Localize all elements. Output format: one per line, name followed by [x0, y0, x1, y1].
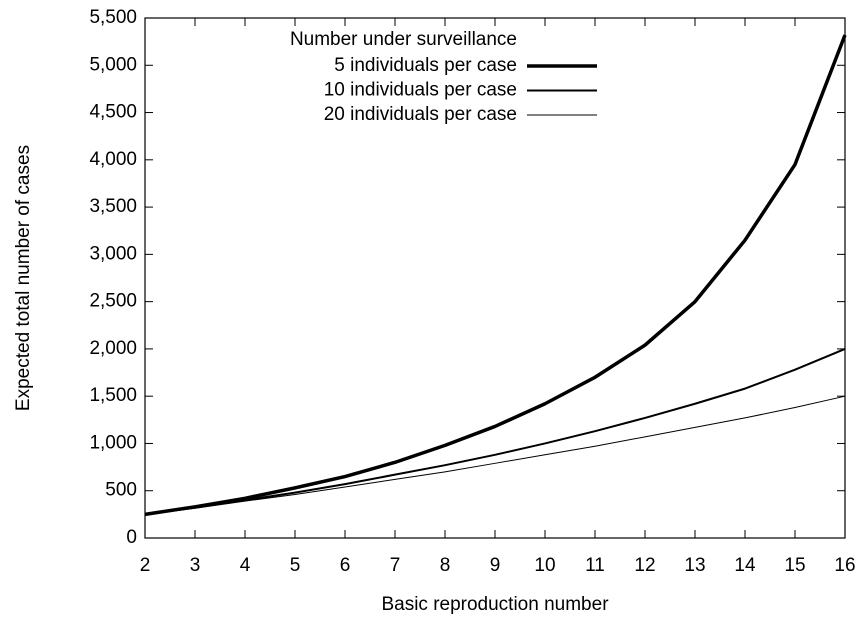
- legend-title: Number under surveillance: [290, 29, 517, 50]
- data-line: [144, 395, 846, 515]
- x-tick-label: 12: [634, 555, 655, 576]
- y-tick-label: 2,500: [89, 291, 137, 312]
- data-line: [144, 34, 847, 517]
- x-tick-label: 2: [140, 555, 151, 576]
- x-tick-label: 14: [734, 555, 756, 576]
- x-tick-label: 3: [190, 555, 201, 576]
- x-tick-label: 4: [240, 555, 251, 576]
- legend-label: 10 individuals per case: [324, 80, 517, 101]
- x-tick-label: 10: [534, 555, 555, 576]
- legend-label: 5 individuals per case: [334, 55, 517, 76]
- x-tick-label: 5: [290, 555, 301, 576]
- y-axis-label: Expected total number of cases: [13, 145, 34, 411]
- y-tick-label: 4,000: [89, 149, 137, 170]
- y-tick-label: 5,000: [89, 54, 137, 75]
- y-tick-label: 5,500: [89, 7, 137, 28]
- y-tick-label: 4,500: [89, 102, 137, 123]
- y-tick-label: 1,000: [89, 432, 137, 453]
- x-tick-label: 7: [390, 555, 401, 576]
- legend-label: 20 individuals per case: [324, 104, 517, 125]
- x-tick-label: 9: [490, 555, 501, 576]
- x-tick-label: 8: [440, 555, 451, 576]
- y-tick-label: 500: [105, 480, 137, 501]
- y-tick-label: 0: [126, 527, 137, 548]
- y-tick-label: 1,500: [89, 385, 137, 406]
- x-axis-label: Basic reproduction number: [381, 594, 609, 615]
- x-tick-label: 13: [684, 555, 705, 576]
- x-tick-label: 16: [834, 555, 855, 576]
- y-tick-label: 3,500: [89, 196, 137, 217]
- x-tick-label: 11: [585, 555, 605, 576]
- y-tick-label: 2,000: [89, 338, 137, 359]
- x-tick-label: 6: [340, 555, 351, 576]
- data-line: [144, 347, 846, 516]
- y-tick-label: 3,000: [89, 243, 137, 264]
- x-tick-label: 15: [784, 555, 805, 576]
